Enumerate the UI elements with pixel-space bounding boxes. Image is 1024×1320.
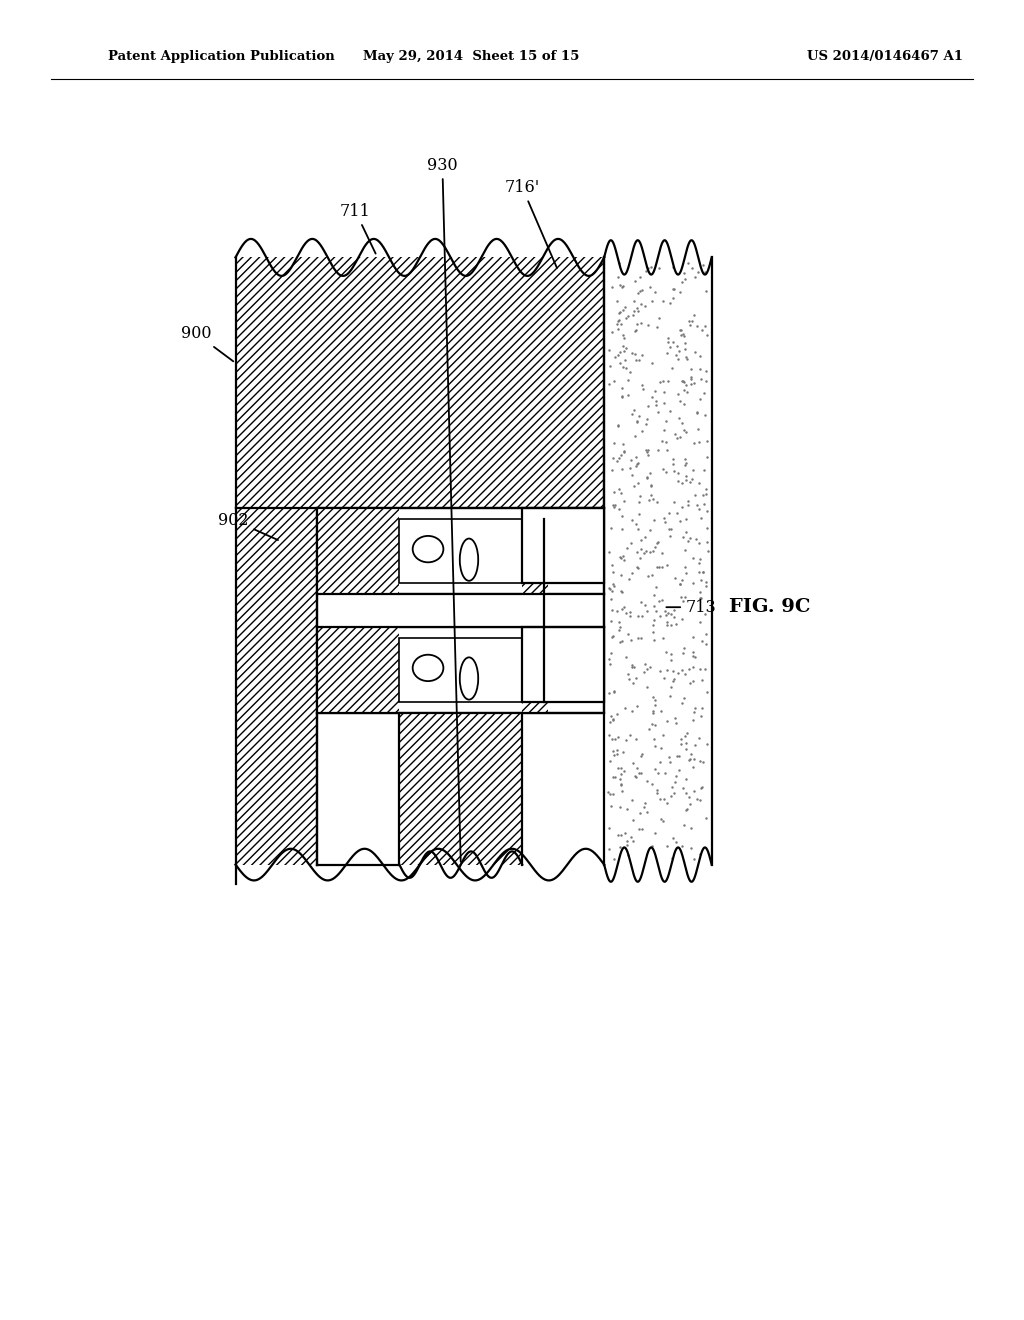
Bar — [317, 627, 604, 713]
Bar — [236, 257, 604, 508]
Text: Patent Application Publication: Patent Application Publication — [108, 50, 334, 63]
Text: 711: 711 — [340, 203, 376, 253]
Ellipse shape — [413, 655, 443, 681]
Bar — [399, 638, 548, 702]
Text: May 29, 2014  Sheet 15 of 15: May 29, 2014 Sheet 15 of 15 — [362, 50, 580, 63]
Bar — [522, 508, 548, 594]
Bar — [317, 508, 399, 594]
Bar — [317, 594, 604, 627]
Text: 713: 713 — [686, 599, 717, 615]
Bar — [236, 508, 317, 865]
Text: 716': 716' — [505, 180, 557, 268]
Text: 902: 902 — [218, 512, 279, 540]
Bar — [317, 627, 399, 713]
Ellipse shape — [460, 657, 478, 700]
Bar — [522, 508, 604, 583]
Text: 900: 900 — [181, 326, 233, 362]
Text: 930: 930 — [427, 157, 461, 862]
Bar — [522, 627, 548, 713]
Bar — [399, 713, 522, 865]
Bar — [604, 257, 712, 865]
Bar — [317, 508, 604, 594]
Bar — [522, 627, 604, 702]
Ellipse shape — [413, 536, 443, 562]
Bar — [317, 713, 604, 865]
Ellipse shape — [460, 539, 478, 581]
Bar — [399, 519, 548, 583]
Text: FIG. 9C: FIG. 9C — [729, 598, 811, 616]
Text: US 2014/0146467 A1: US 2014/0146467 A1 — [807, 50, 963, 63]
